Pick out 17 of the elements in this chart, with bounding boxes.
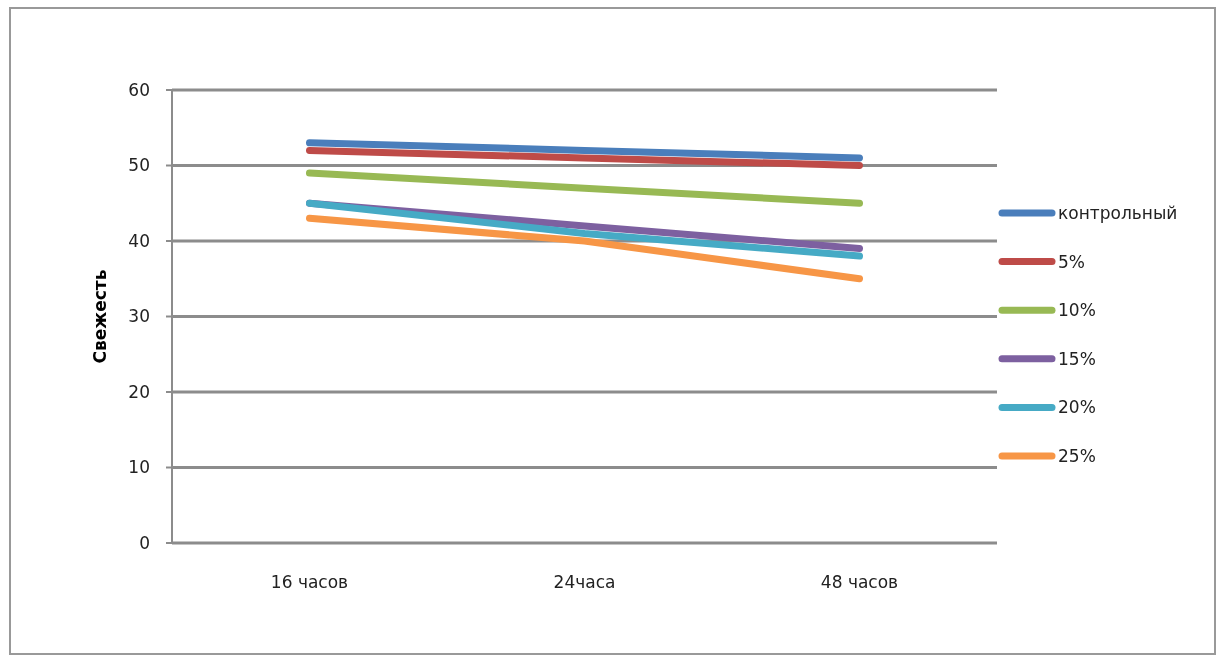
y-axis-title: Свежесть — [90, 269, 110, 364]
legend-label: 5% — [1058, 251, 1085, 272]
y-tick-label: 20 — [128, 381, 150, 402]
x-tick-label: 48 часов — [820, 572, 899, 592]
legend-label: 10% — [1058, 300, 1096, 321]
x-tick-label: 16 часов — [270, 572, 349, 592]
legend-label: 15% — [1058, 348, 1096, 369]
x-tick-label: 24часа — [553, 572, 616, 592]
legend-label: 20% — [1058, 397, 1096, 418]
y-tick-label: 10 — [128, 457, 150, 478]
legend-label: 25% — [1058, 445, 1096, 466]
y-tick-label: 50 — [128, 155, 150, 176]
y-tick-label: 30 — [128, 306, 150, 327]
legend-label: контрольный — [1058, 202, 1178, 223]
y-tick-label: 60 — [128, 79, 150, 100]
y-tick-label: 40 — [128, 230, 150, 251]
y-tick-label: 0 — [139, 532, 150, 553]
